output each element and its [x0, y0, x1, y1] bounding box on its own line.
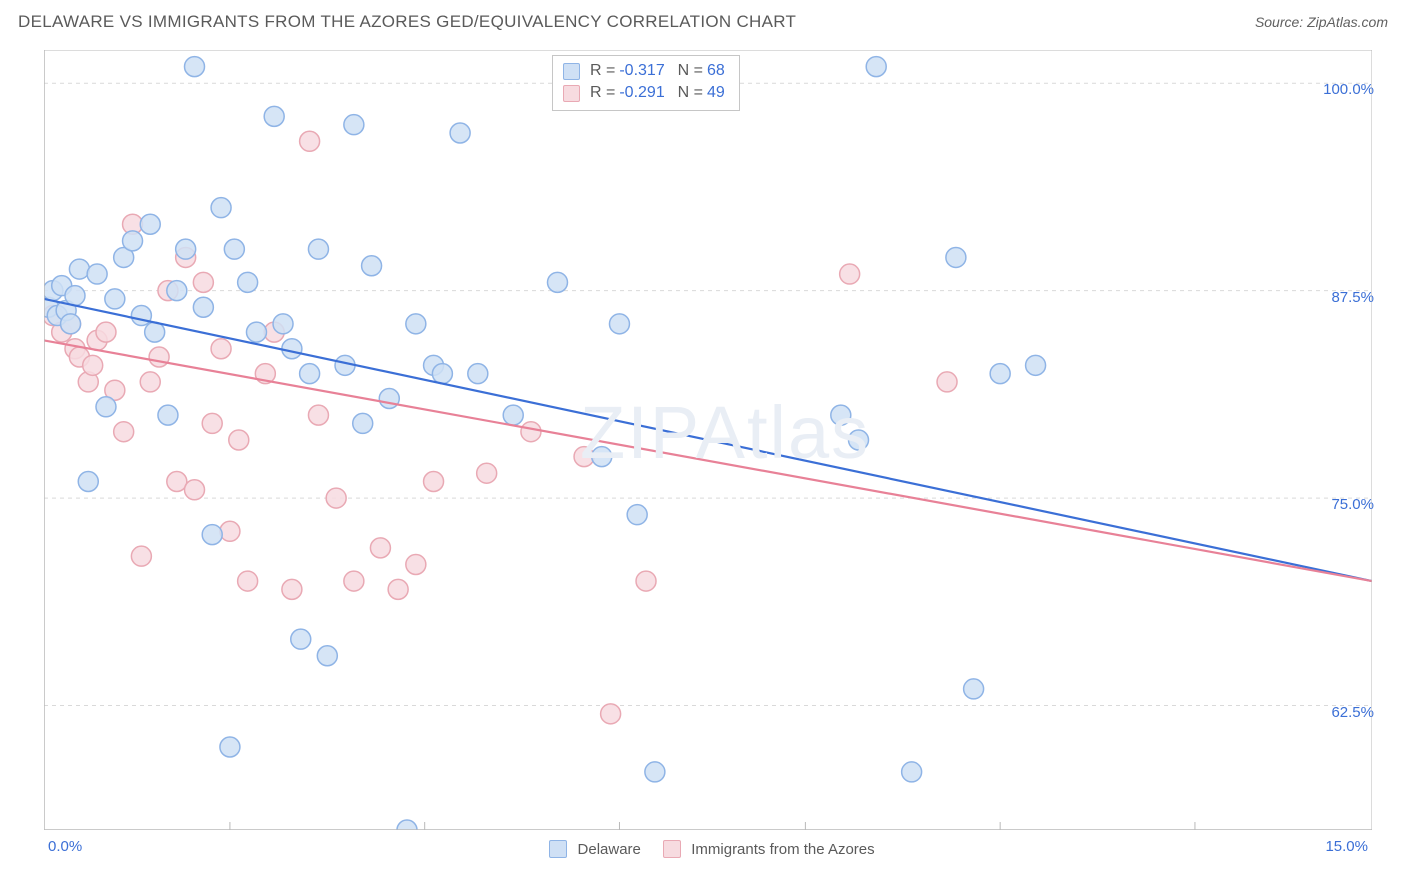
- legend-swatch-1: [663, 840, 681, 858]
- stats-n-label: N =: [669, 84, 703, 102]
- source-label: Source: ZipAtlas.com: [1255, 14, 1388, 30]
- stats-r-label: R =: [590, 62, 615, 80]
- stats-n-label: N =: [669, 62, 703, 80]
- scatter-plot-svg: [44, 50, 1372, 830]
- y-tick-label: 62.5%: [1304, 704, 1374, 721]
- stats-swatch-1: [563, 85, 580, 102]
- y-tick-label: 100.0%: [1304, 81, 1374, 98]
- stats-r-value-1: -0.291: [619, 84, 664, 102]
- stats-r-label: R =: [590, 84, 615, 102]
- plot-area: [44, 50, 1372, 830]
- stats-n-value-1: 49: [707, 84, 725, 102]
- stats-row-0: R = -0.317 N = 68: [563, 60, 729, 82]
- correlation-stats-box: R = -0.317 N = 68 R = -0.291 N = 49: [552, 55, 740, 111]
- chart-header: DELAWARE VS IMMIGRANTS FROM THE AZORES G…: [0, 0, 1406, 46]
- legend-label-0: Delaware: [578, 841, 641, 858]
- stats-n-value-0: 68: [707, 62, 725, 80]
- stats-swatch-0: [563, 63, 580, 80]
- stats-row-1: R = -0.291 N = 49: [563, 82, 729, 104]
- y-tick-label: 87.5%: [1304, 289, 1374, 306]
- legend-swatch-0: [549, 840, 567, 858]
- y-tick-label: 75.0%: [1304, 496, 1374, 513]
- legend-label-1: Immigrants from the Azores: [691, 841, 874, 858]
- chart-title: DELAWARE VS IMMIGRANTS FROM THE AZORES G…: [18, 12, 796, 31]
- stats-r-value-0: -0.317: [619, 62, 664, 80]
- legend-bottom: Delaware Immigrants from the Azores: [0, 840, 1406, 858]
